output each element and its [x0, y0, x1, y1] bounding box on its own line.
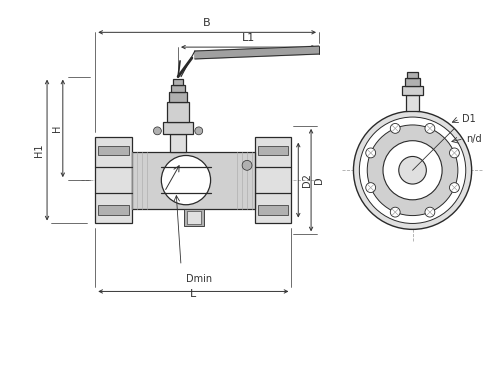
Bar	[164, 122, 193, 134]
Text: L: L	[190, 290, 196, 299]
Circle shape	[162, 156, 210, 205]
Circle shape	[425, 123, 435, 134]
Circle shape	[450, 183, 460, 192]
Text: B: B	[204, 18, 211, 28]
Bar	[171, 84, 185, 92]
Bar	[173, 79, 183, 84]
Circle shape	[399, 156, 426, 184]
Circle shape	[366, 148, 376, 158]
Bar	[406, 72, 418, 78]
Text: D: D	[314, 176, 324, 184]
Circle shape	[390, 123, 400, 134]
Circle shape	[154, 127, 162, 135]
Bar	[170, 134, 186, 152]
Circle shape	[390, 207, 400, 217]
Circle shape	[360, 117, 466, 224]
Text: D2: D2	[302, 173, 312, 187]
Text: H: H	[52, 125, 62, 132]
Text: D1: D1	[462, 114, 475, 124]
Text: H1: H1	[34, 143, 44, 157]
Bar	[258, 205, 288, 214]
Circle shape	[242, 160, 252, 170]
Circle shape	[425, 207, 435, 217]
Bar	[404, 78, 420, 86]
Bar	[406, 95, 419, 111]
Bar	[402, 86, 423, 95]
Bar	[167, 102, 189, 122]
Text: Dmin: Dmin	[186, 274, 212, 284]
Bar	[255, 137, 292, 224]
Text: n/d: n/d	[466, 134, 481, 144]
Bar	[132, 152, 255, 208]
Bar	[258, 146, 288, 156]
Circle shape	[383, 141, 442, 200]
Polygon shape	[195, 46, 319, 59]
Bar	[98, 205, 129, 214]
Circle shape	[450, 148, 460, 158]
Circle shape	[195, 127, 202, 135]
Circle shape	[367, 125, 458, 216]
Circle shape	[366, 183, 376, 192]
Bar	[98, 146, 129, 156]
Bar	[187, 211, 200, 225]
Bar	[169, 92, 187, 102]
Bar	[184, 209, 204, 226]
Bar	[96, 137, 132, 224]
Circle shape	[354, 111, 472, 230]
Text: L1: L1	[242, 33, 255, 43]
